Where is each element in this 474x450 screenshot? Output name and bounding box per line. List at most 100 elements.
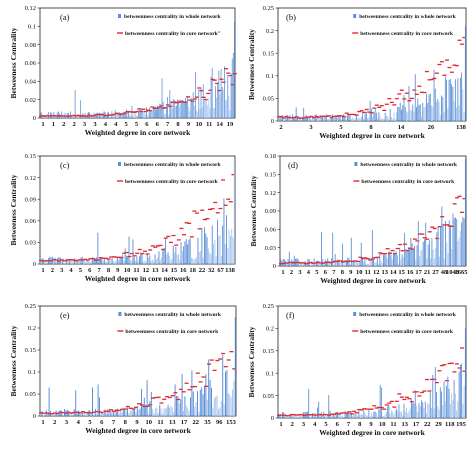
bar-whole-network <box>364 257 366 266</box>
bar-whole-network <box>461 222 463 266</box>
bar-whole-network <box>383 118 385 121</box>
bar-whole-network <box>136 406 138 416</box>
x-tick-label: 1 <box>41 419 44 426</box>
y-tick-label: 0.03 <box>25 240 36 247</box>
bar-whole-network <box>454 79 456 121</box>
x-tick-label: 26 <box>428 124 435 131</box>
bar-whole-network <box>217 219 218 264</box>
bar-whole-network <box>96 257 97 264</box>
bar-whole-network <box>97 112 98 118</box>
bar-whole-network <box>431 408 432 418</box>
bar-whole-network <box>150 260 152 264</box>
bar-whole-network <box>118 260 120 264</box>
bar-whole-network <box>211 225 213 264</box>
bar-whole-network <box>115 114 117 118</box>
x-tick-label: 67 <box>217 267 224 274</box>
bar-whole-network <box>384 112 386 121</box>
bar-whole-network <box>386 258 388 266</box>
bar-whole-network <box>441 391 442 418</box>
bar-whole-network <box>152 259 153 264</box>
bar-whole-network <box>360 242 362 266</box>
bar-whole-network <box>443 381 445 418</box>
bar-whole-network <box>279 413 281 418</box>
bar-whole-network <box>76 115 78 118</box>
bar-whole-network <box>461 363 463 418</box>
bar-whole-network <box>204 386 205 416</box>
bar-whole-network <box>228 229 230 264</box>
plot-frame <box>277 305 467 419</box>
bar-whole-network <box>390 410 392 418</box>
bar-whole-network <box>290 263 291 266</box>
bar-whole-network <box>113 411 114 416</box>
bar-whole-network <box>92 387 93 416</box>
bar-whole-network <box>310 119 312 121</box>
bar-whole-network <box>393 414 395 418</box>
bar-whole-network <box>232 52 234 118</box>
bar-whole-network <box>48 387 50 416</box>
bar-whole-network <box>233 159 235 264</box>
bar-whole-network <box>373 112 375 121</box>
bar-whole-network <box>202 394 204 416</box>
bar-whole-network <box>83 261 84 264</box>
bar-whole-network <box>168 255 170 264</box>
bar-whole-network <box>380 261 382 266</box>
bar-whole-network <box>109 260 110 264</box>
bar-whole-network <box>100 413 102 416</box>
bar-whole-network <box>181 101 183 118</box>
bar-whole-network <box>354 261 356 266</box>
bar-whole-network <box>173 411 175 416</box>
bar-whole-network <box>313 117 315 121</box>
bar-whole-network <box>457 78 459 121</box>
bar-whole-network <box>115 410 117 416</box>
bar-whole-network <box>459 364 461 418</box>
bar-whole-network <box>380 387 382 418</box>
bar-whole-network <box>449 79 451 121</box>
bar-whole-network <box>418 105 420 121</box>
bar-whole-network <box>434 367 436 418</box>
bar-whole-network <box>65 115 67 118</box>
bar-whole-network <box>429 93 431 121</box>
bar-whole-network <box>360 116 362 121</box>
x-tick-label: 22 <box>199 267 206 274</box>
bar-whole-network <box>459 77 461 121</box>
bar-whole-network <box>364 113 366 121</box>
bar-whole-network <box>125 109 127 118</box>
bar-whole-network <box>152 108 154 118</box>
bar-whole-network <box>54 413 56 416</box>
bar-whole-network <box>293 414 295 418</box>
bar-whole-network <box>420 250 422 266</box>
bar-whole-network <box>373 411 375 418</box>
legend-swatch-whole <box>353 14 357 18</box>
bar-whole-network <box>82 411 84 416</box>
bar-whole-network <box>425 222 427 266</box>
x-tick-label: 9 <box>116 267 120 274</box>
bar-whole-network <box>190 97 192 118</box>
bar-whole-network <box>374 411 376 418</box>
bar-whole-network <box>354 118 356 121</box>
bar-whole-network <box>335 411 337 418</box>
bar-whole-network <box>56 112 58 118</box>
x-tick-label: 6 <box>100 419 104 426</box>
y-tick-label: 0.2 <box>266 326 274 333</box>
bar-whole-network <box>368 117 370 121</box>
y-tick-label: 0.25 <box>25 303 36 310</box>
x-tick-label: 2 <box>51 267 54 274</box>
bar-whole-network <box>431 238 433 266</box>
bar-whole-network <box>407 412 409 418</box>
bar-whole-network <box>442 97 444 121</box>
bar-whole-network <box>191 370 193 416</box>
bar-whole-network <box>350 237 352 266</box>
bar-whole-network <box>216 395 218 416</box>
x-tick-label: 17 <box>181 419 188 426</box>
bar-whole-network <box>64 262 66 264</box>
bar-whole-network <box>396 408 397 418</box>
plot-frame <box>39 305 237 417</box>
bar-whole-network <box>408 86 410 121</box>
bar-whole-network <box>172 245 174 264</box>
x-tick-label: 9 <box>369 421 373 428</box>
bar-whole-network <box>438 409 440 418</box>
y-axis-label: Betweeness Centrality <box>249 175 258 246</box>
x-tick-label: 138 <box>225 267 236 274</box>
bar-whole-network <box>148 413 149 416</box>
bar-whole-network <box>45 259 47 264</box>
